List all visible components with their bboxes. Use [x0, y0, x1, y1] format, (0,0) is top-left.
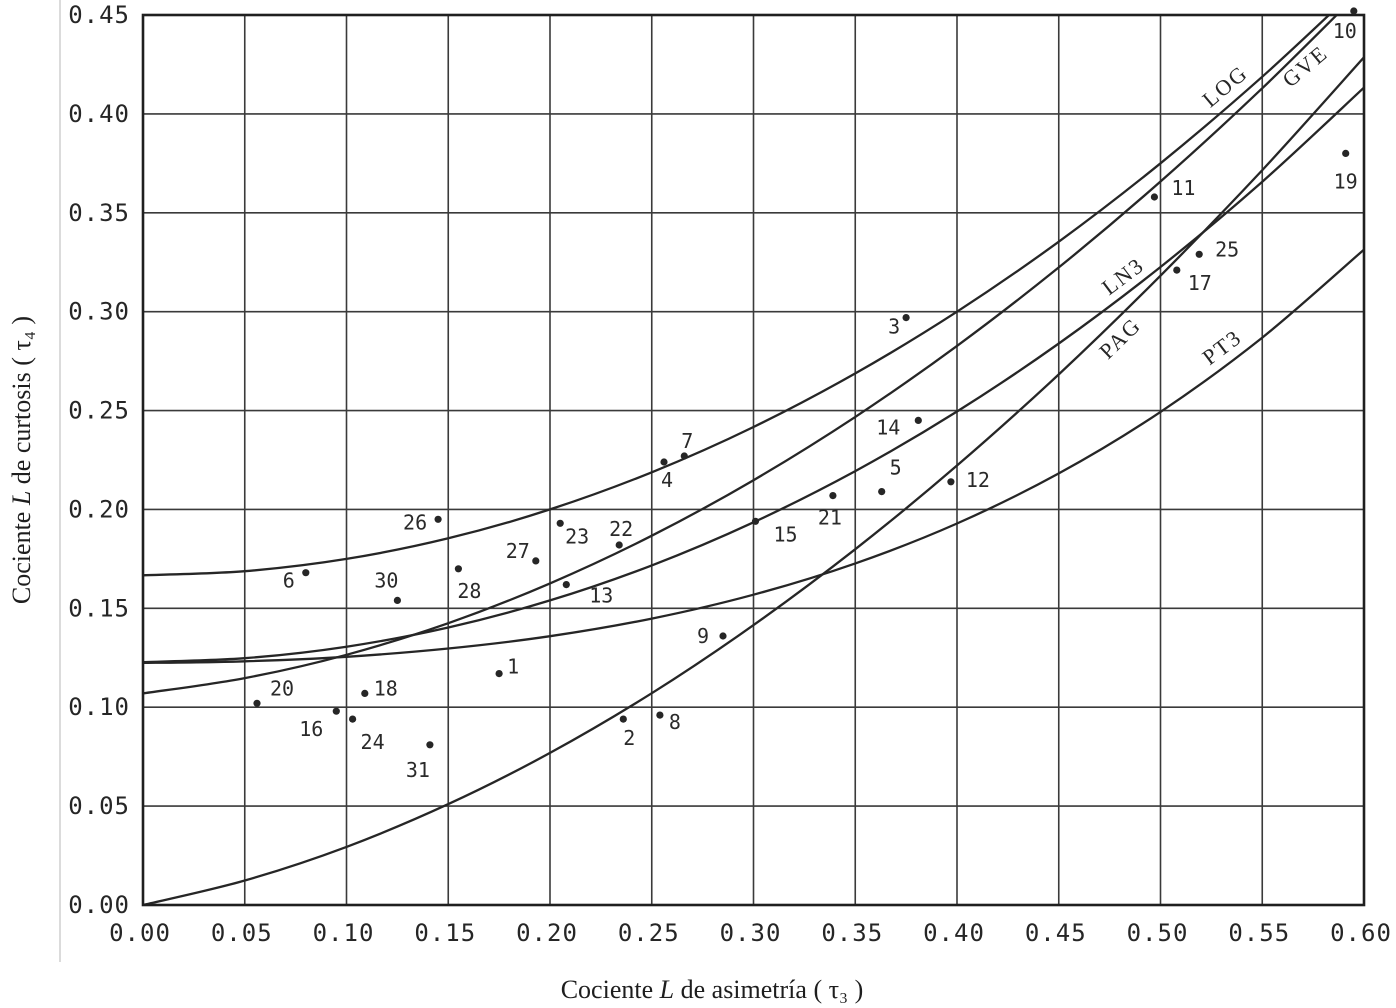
point-label: 2 — [623, 726, 635, 750]
point-label: 12 — [966, 468, 990, 492]
y-axis-title: Cociente L de curtosis ( τ₄ ) — [7, 316, 36, 604]
data-point — [902, 314, 910, 322]
curve-pag — [143, 56, 1364, 905]
x-tick-label: 0.40 — [923, 919, 985, 947]
plot-frame — [141, 13, 1366, 907]
data-point — [454, 565, 462, 573]
point-label: 30 — [374, 568, 398, 592]
curve-ln3 — [143, 86, 1364, 664]
point-label: 28 — [457, 579, 481, 603]
data-point — [495, 670, 503, 678]
data-point — [878, 488, 886, 496]
point-label: 24 — [361, 730, 385, 754]
data-point — [332, 707, 340, 715]
point-label: 14 — [876, 415, 900, 439]
y-tick-label: 0.20 — [68, 495, 130, 523]
point-label: 27 — [506, 539, 530, 563]
distribution-curves — [143, 15, 1364, 905]
y-tick-label: 0.25 — [68, 397, 130, 425]
x-tick-label: 0.35 — [821, 919, 883, 947]
data-point — [619, 715, 627, 723]
data-point — [914, 416, 922, 424]
data-point — [426, 741, 434, 749]
point-label: 22 — [609, 517, 633, 541]
data-point — [615, 541, 623, 549]
data-points — [253, 7, 1358, 749]
point-label: 1 — [507, 655, 519, 679]
data-point — [1173, 266, 1181, 274]
y-tick-label: 0.45 — [68, 1, 130, 29]
point-label: 31 — [406, 758, 430, 782]
x-tick-label: 0.10 — [313, 919, 375, 947]
data-point — [434, 515, 442, 523]
x-tick-label: 0.50 — [1127, 919, 1189, 947]
data-point — [660, 458, 668, 466]
data-point — [1350, 7, 1358, 15]
y-tick-label: 0.35 — [68, 199, 130, 227]
curve-log — [143, 15, 1331, 577]
x-tick-label: 0.45 — [1025, 919, 1087, 947]
data-point — [680, 452, 688, 460]
curve-area — [143, 15, 1364, 905]
point-label: 17 — [1188, 271, 1212, 295]
data-point — [302, 569, 310, 577]
point-label: 4 — [661, 468, 673, 492]
data-point — [349, 715, 357, 723]
y-tick-label: 0.40 — [68, 100, 130, 128]
curve-gve — [143, 15, 1339, 695]
data-point — [829, 492, 837, 500]
data-point — [1150, 193, 1158, 201]
y-tick-label: 0.05 — [68, 792, 130, 820]
point-label: 20 — [270, 676, 294, 700]
data-point — [1342, 149, 1350, 157]
point-label: 13 — [589, 584, 613, 608]
point-label: 15 — [773, 522, 797, 546]
data-point — [719, 632, 727, 640]
data-point — [947, 478, 955, 486]
y-tick-label: 0.15 — [68, 594, 130, 622]
x-axis-ticks: 0.00 0.05 0.10 0.15 0.20 0.25 0.30 0.35 0.40 0.45… — [109, 919, 1392, 947]
x-tick-label: 0.00 — [109, 919, 171, 947]
point-label: 5 — [890, 456, 902, 480]
point-label: 25 — [1215, 237, 1239, 261]
x-tick-label: 0.05 — [211, 919, 273, 947]
point-label: 19 — [1334, 169, 1358, 193]
data-point — [656, 711, 664, 719]
y-axis-ticks: 0.00 0.05 0.10 0.15 0.20 0.25 0.30 0.35 0.40 0.45 — [68, 1, 130, 919]
data-point — [1195, 250, 1203, 258]
data-point — [253, 699, 261, 707]
x-axis-title: Cociente L de asimetría ( τ₃ ) — [561, 975, 864, 1004]
x-tick-label: 0.25 — [618, 919, 680, 947]
x-tick-label: 0.15 — [414, 919, 476, 947]
point-labels: 1234567891011121314151617181920212223242… — [270, 19, 1358, 782]
y-tick-label: 0.30 — [68, 298, 130, 326]
point-label: 7 — [681, 429, 693, 453]
point-label: 18 — [374, 676, 398, 700]
x-tick-label: 0.30 — [720, 919, 782, 947]
data-point — [562, 581, 570, 589]
y-tick-label: 0.00 — [68, 891, 130, 919]
point-label: 23 — [565, 524, 589, 548]
point-label: 26 — [403, 510, 427, 534]
data-point — [751, 517, 760, 525]
x-tick-label: 0.55 — [1228, 919, 1290, 947]
point-label: 10 — [1333, 19, 1357, 43]
y-tick-label: 0.10 — [68, 693, 130, 721]
x-tick-label: 0.20 — [516, 919, 578, 947]
data-point — [532, 557, 540, 565]
point-label: 21 — [818, 506, 842, 530]
data-point — [361, 689, 369, 698]
point-label: 9 — [697, 624, 709, 648]
point-label: 8 — [669, 710, 681, 734]
data-point — [393, 596, 401, 605]
point-label: 16 — [299, 717, 323, 741]
point-label: 3 — [888, 315, 900, 339]
data-point — [556, 519, 564, 527]
point-label: 6 — [283, 569, 295, 593]
curve-pt3 — [143, 248, 1364, 665]
x-tick-label: 0.60 — [1330, 919, 1392, 947]
point-label: 11 — [1171, 176, 1195, 200]
